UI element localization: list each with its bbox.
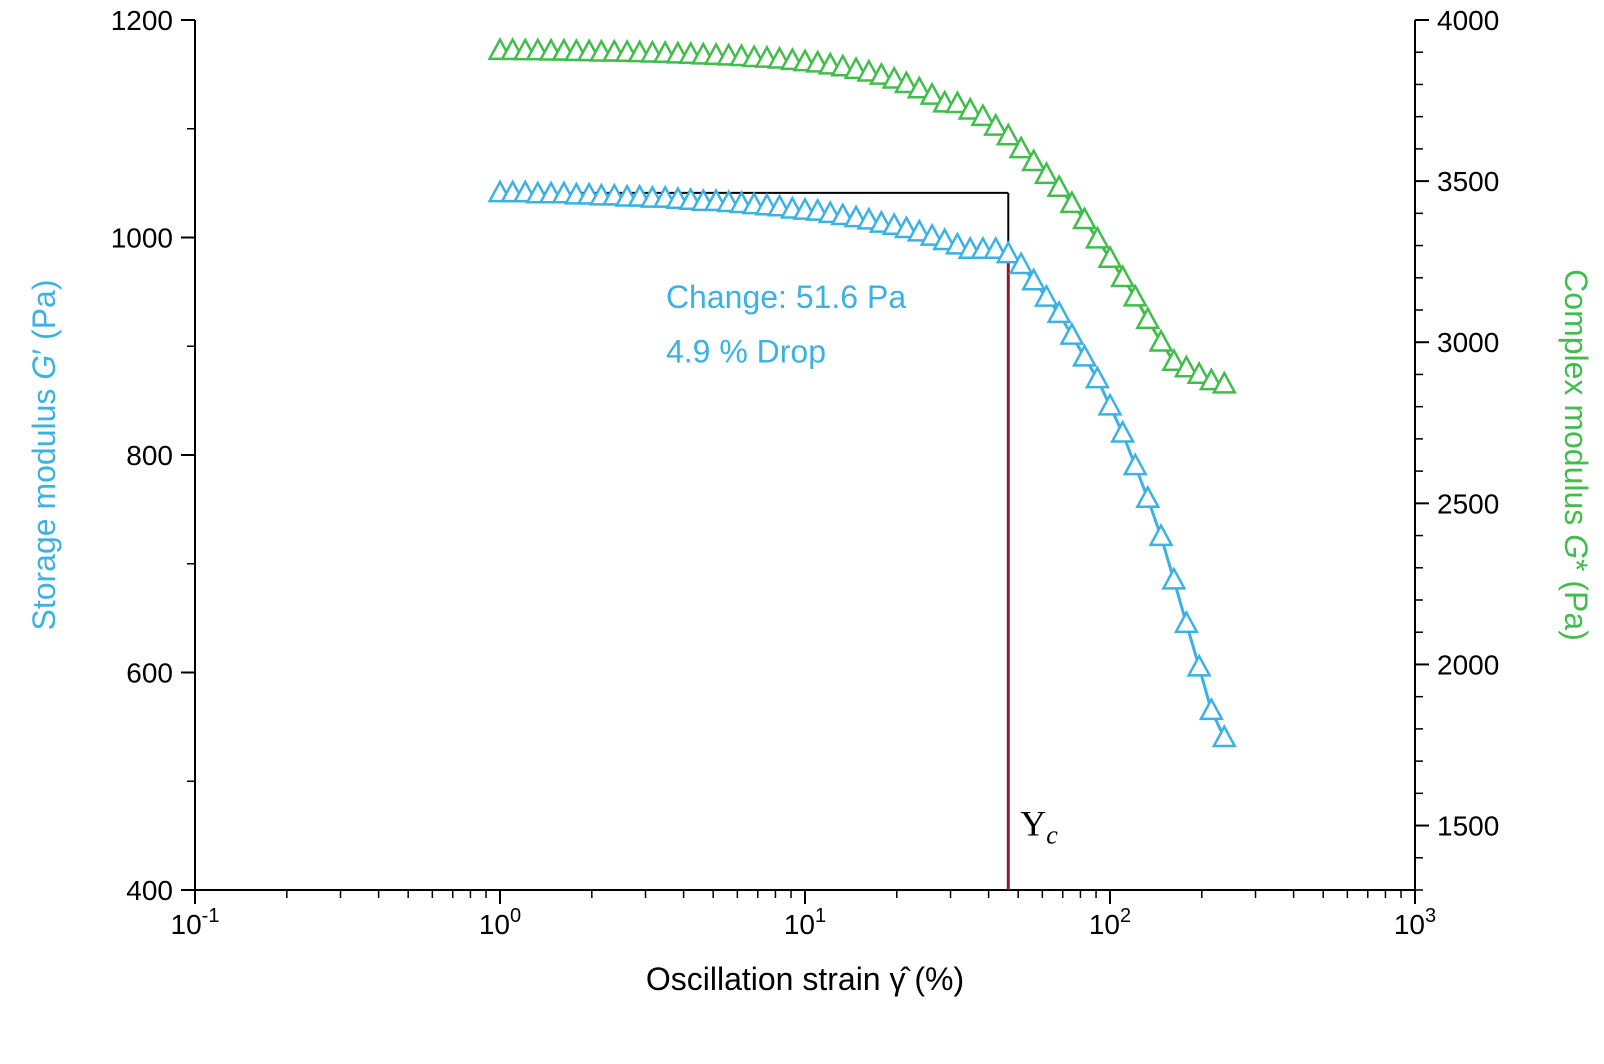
dual-axis-chart: 10-1100101102103Oscillation strain γ̂ (%… — [0, 0, 1604, 1064]
svg-text:3500: 3500 — [1437, 166, 1499, 197]
chart-container: 10-1100101102103Oscillation strain γ̂ (%… — [0, 0, 1604, 1064]
svg-text:3000: 3000 — [1437, 327, 1499, 358]
svg-text:4000: 4000 — [1437, 5, 1499, 36]
svg-text:1500: 1500 — [1437, 811, 1499, 842]
svg-text:2000: 2000 — [1437, 649, 1499, 680]
svg-text:1200: 1200 — [111, 5, 173, 36]
svg-text:600: 600 — [126, 658, 173, 689]
y-right-axis-label: Complex modulus G* (Pa) — [1558, 269, 1594, 641]
x-axis-label: Oscillation strain γ̂ (%) — [646, 961, 964, 997]
svg-text:1000: 1000 — [111, 223, 173, 254]
svg-text:400: 400 — [126, 875, 173, 906]
svg-text:2500: 2500 — [1437, 488, 1499, 519]
annotation-change-line2: 4.9 % Drop — [666, 334, 826, 370]
annotation-change-line1: Change: 51.6 Pa — [666, 279, 906, 315]
svg-text:800: 800 — [126, 440, 173, 471]
y-left-axis-label: Storage modulus G′ (Pa) — [26, 279, 62, 630]
